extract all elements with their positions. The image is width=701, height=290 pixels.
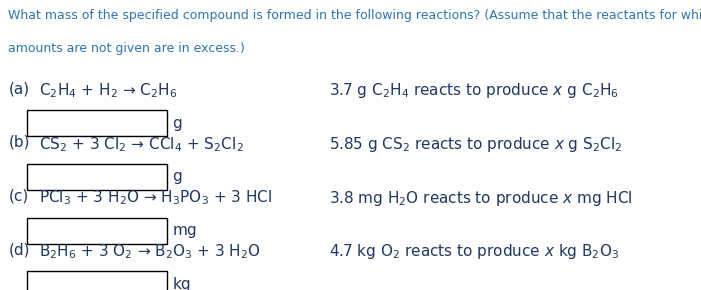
FancyBboxPatch shape [27, 164, 167, 190]
Text: 5.85 g CS$_2$ reacts to produce $x$ g S$_2$Cl$_2$: 5.85 g CS$_2$ reacts to produce $x$ g S$… [329, 135, 622, 154]
Text: CS$_2$ + 3 Cl$_2$ → CCl$_4$ + S$_2$Cl$_2$: CS$_2$ + 3 Cl$_2$ → CCl$_4$ + S$_2$Cl$_2… [39, 135, 243, 153]
Text: g: g [172, 116, 182, 131]
Text: 3.7 g C$_2$H$_4$ reacts to produce $x$ g C$_2$H$_6$: 3.7 g C$_2$H$_4$ reacts to produce $x$ g… [329, 81, 620, 100]
Text: kg: kg [172, 277, 191, 290]
Text: 4.7 kg O$_2$ reacts to produce $x$ kg B$_2$O$_3$: 4.7 kg O$_2$ reacts to produce $x$ kg B$… [329, 242, 620, 261]
FancyBboxPatch shape [27, 218, 167, 244]
Text: (d): (d) [8, 242, 30, 257]
FancyBboxPatch shape [27, 110, 167, 136]
Text: amounts are not given are in excess.): amounts are not given are in excess.) [8, 42, 245, 55]
Text: 3.8 mg H$_2$O reacts to produce $x$ mg HCl: 3.8 mg H$_2$O reacts to produce $x$ mg H… [329, 188, 633, 208]
Text: C$_2$H$_4$ + H$_2$ → C$_2$H$_6$: C$_2$H$_4$ + H$_2$ → C$_2$H$_6$ [39, 81, 177, 100]
Text: (a): (a) [8, 81, 29, 96]
Text: What mass of the specified compound is formed in the following reactions? (Assum: What mass of the specified compound is f… [8, 9, 701, 22]
Text: (b): (b) [8, 135, 30, 150]
Text: PCl$_3$ + 3 H$_2$O → H$_3$PO$_3$ + 3 HCl: PCl$_3$ + 3 H$_2$O → H$_3$PO$_3$ + 3 HCl [39, 188, 272, 207]
Text: mg: mg [172, 223, 197, 238]
Text: g: g [172, 169, 182, 184]
Text: B$_2$H$_6$ + 3 O$_2$ → B$_2$O$_3$ + 3 H$_2$O: B$_2$H$_6$ + 3 O$_2$ → B$_2$O$_3$ + 3 H$… [39, 242, 261, 261]
Text: (c): (c) [8, 188, 29, 204]
FancyBboxPatch shape [27, 271, 167, 290]
